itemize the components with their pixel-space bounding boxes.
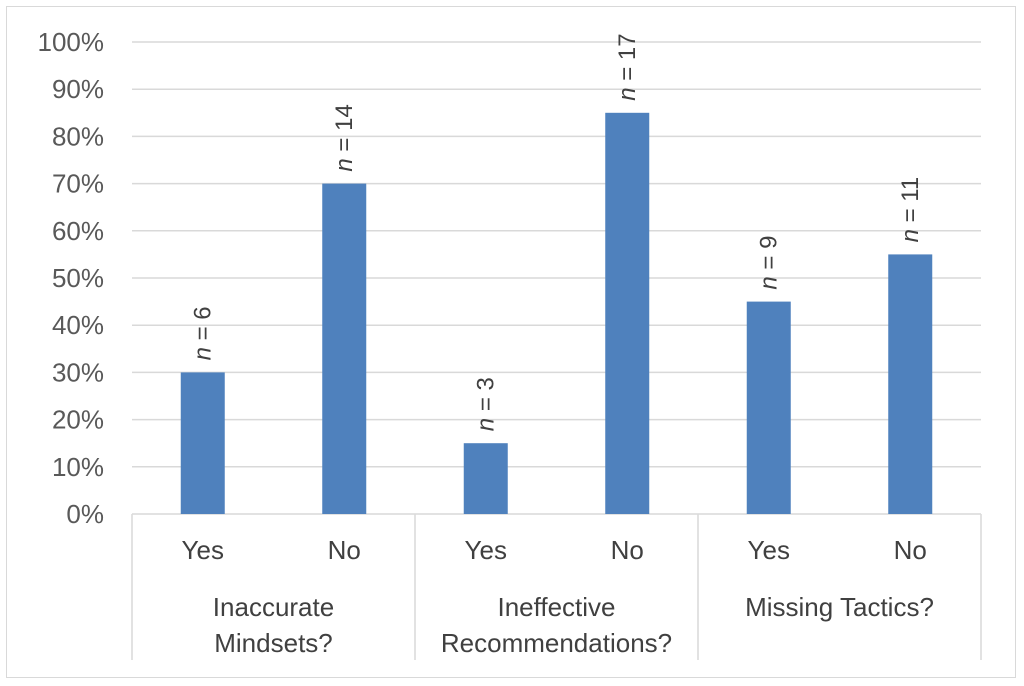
bar-data-label: n = 14 — [331, 104, 358, 171]
n-symbol: n — [473, 418, 500, 431]
y-tick-label: 0% — [66, 499, 104, 529]
x-category-label: Yes — [465, 535, 507, 565]
x-category-label: No — [894, 535, 927, 565]
y-tick-label: 100% — [38, 27, 105, 57]
bar-data-label: n = 6 — [190, 306, 217, 360]
y-tick-label: 60% — [52, 216, 104, 246]
x-group-label: Mindsets? — [214, 628, 333, 658]
y-tick-label: 10% — [52, 452, 104, 482]
x-group-label: Inaccurate — [213, 592, 334, 622]
bar-data-label: n = 17 — [614, 33, 641, 100]
n-symbol: n — [756, 276, 783, 289]
bar-data-label: n = 3 — [473, 377, 500, 431]
n-value: = 14 — [331, 104, 358, 158]
bar — [746, 301, 791, 514]
y-tick-label: 30% — [52, 357, 104, 387]
x-category-label: No — [611, 535, 644, 565]
y-tick-label: 70% — [52, 169, 104, 199]
y-tick-label: 40% — [52, 310, 104, 340]
bar-data-label: n = 9 — [756, 236, 783, 290]
x-category-label: Yes — [748, 535, 790, 565]
y-tick-label: 80% — [52, 121, 104, 151]
axes — [131, 513, 982, 660]
x-category-label: No — [328, 535, 361, 565]
bar — [605, 112, 650, 515]
bar — [888, 254, 933, 514]
x-group-label: Missing Tactics? — [745, 592, 934, 622]
bar — [180, 372, 225, 514]
n-value: = 3 — [473, 377, 500, 418]
gridlines — [132, 41, 981, 468]
n-symbol: n — [331, 158, 358, 171]
n-value: = 11 — [897, 177, 924, 229]
y-tick-label: 90% — [52, 74, 104, 104]
bar-data-label: n = 11 — [897, 177, 924, 243]
bar — [463, 443, 508, 514]
n-value: = 6 — [190, 306, 217, 347]
chart-frame — [6, 6, 1016, 678]
n-symbol: n — [897, 229, 924, 242]
x-group-label: Ineffective — [497, 592, 615, 622]
labels: 0% 10% 20% 30% 40% 50% 60% 70% 80% 90% 100% Yes n = … — [38, 27, 934, 658]
y-tick-label: 20% — [52, 405, 104, 435]
n-value: = 17 — [614, 33, 641, 87]
bar — [322, 183, 367, 514]
n-symbol: n — [190, 347, 217, 360]
n-value: = 9 — [756, 236, 783, 277]
x-category-label: Yes — [182, 535, 224, 565]
y-tick-label: 50% — [52, 263, 104, 293]
x-group-label: Recommendations? — [441, 628, 672, 658]
n-symbol: n — [614, 87, 641, 100]
bars — [180, 112, 933, 515]
